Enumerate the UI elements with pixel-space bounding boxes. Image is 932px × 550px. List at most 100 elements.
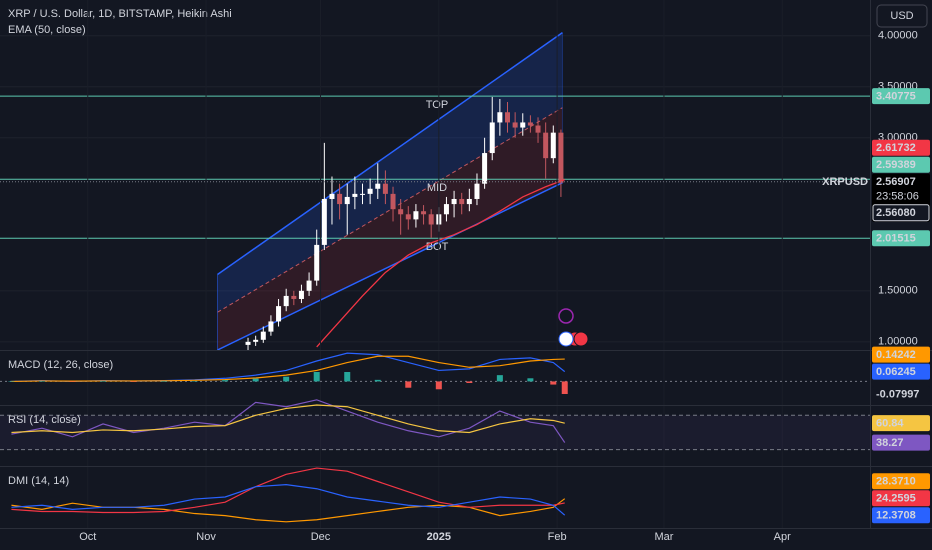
histogram-bar	[191, 380, 198, 382]
channel-lower-fill	[217, 107, 563, 350]
histogram-bar	[100, 381, 107, 382]
indicator-pane	[11, 467, 566, 523]
indicator-line	[11, 404, 565, 434]
candle-body	[558, 132, 564, 183]
candle-body	[421, 211, 427, 215]
level-name: TOP	[426, 99, 448, 111]
histogram-bar	[435, 381, 442, 390]
candle-body	[314, 244, 320, 281]
pane-title: RSI (14, close)	[8, 414, 81, 426]
price-tag-label: 12.3708	[876, 510, 916, 522]
candle-body	[398, 209, 404, 215]
price-tag-label: 24.2595	[876, 493, 916, 505]
event-icons[interactable]	[558, 308, 589, 347]
histogram-bar	[252, 378, 259, 382]
candle-body	[390, 193, 396, 210]
indicator-line	[11, 467, 565, 514]
candle-body	[489, 122, 495, 154]
x-tick-label: 2025	[427, 531, 451, 543]
candle-body	[337, 193, 343, 205]
indicator-line	[11, 355, 565, 383]
currency-button[interactable]	[876, 4, 928, 28]
candle-body	[405, 214, 411, 220]
price-tag-label: 60.84	[876, 418, 904, 430]
candle-body	[306, 280, 312, 291]
extra-price-tag	[872, 204, 930, 222]
candle-body	[352, 193, 358, 197]
main-pane: TOP MID BOT	[0, 32, 870, 350]
histogram-bar	[69, 381, 76, 382]
price-tag-label: 2.61732	[876, 142, 916, 154]
price-tag-label: 3.40775	[876, 91, 916, 103]
price-tag-label: -0.07997	[876, 388, 919, 400]
event-icon[interactable]	[558, 308, 574, 324]
currency-label[interactable]: USD	[890, 10, 913, 22]
chart-subtitle: EMA (50, close)	[8, 24, 86, 36]
channel-upper-fill	[217, 32, 563, 313]
ema-line	[316, 178, 565, 348]
indicator-pane	[0, 399, 870, 451]
candle-body	[413, 211, 419, 220]
candle-body	[482, 153, 488, 184]
event-icon[interactable]	[558, 331, 574, 347]
price-tag	[872, 156, 930, 173]
indicator-pane	[0, 352, 870, 394]
candle-body	[382, 183, 388, 194]
price-tag	[872, 434, 930, 451]
price-tag	[872, 139, 930, 156]
rsi-band-fill	[0, 415, 870, 450]
histogram-bar	[222, 380, 229, 382]
x-tick-label: Apr	[774, 531, 791, 543]
candle-body	[459, 198, 465, 205]
candle-body	[291, 295, 297, 299]
price-tag-label: 0.14242	[876, 349, 916, 361]
histogram-bar	[38, 381, 45, 382]
indicator-line	[11, 399, 566, 443]
y-tick-label: 1.50000	[878, 285, 918, 297]
candle-body	[428, 214, 434, 225]
extra-price: 2.56080	[876, 207, 916, 219]
indicator-line	[11, 483, 566, 516]
price-tag	[872, 385, 930, 402]
candle-body	[375, 183, 381, 189]
symbol-label: XRPUSD	[822, 176, 868, 188]
histogram-bar	[550, 381, 557, 385]
histogram-bar	[161, 381, 168, 382]
histogram-bar	[8, 381, 15, 382]
candle-body	[550, 132, 556, 159]
candle-body	[329, 193, 335, 199]
candle-body	[535, 125, 541, 133]
histogram-bar	[374, 379, 381, 382]
candle-body	[443, 204, 449, 215]
channel-upper	[217, 32, 563, 276]
candle-body	[321, 198, 327, 245]
event-icon[interactable]	[573, 331, 589, 347]
price-tag-label: 2.59389	[876, 159, 916, 171]
histogram-bar	[405, 381, 412, 388]
last-price: 2.56907	[876, 176, 916, 188]
candle-body	[245, 341, 251, 345]
histogram-bar	[561, 381, 568, 394]
candle-body	[360, 193, 365, 195]
price-tag-label: 2.01515	[876, 233, 916, 245]
candle-body	[367, 188, 373, 194]
candle-body	[344, 196, 350, 205]
candle-body	[474, 183, 480, 199]
x-tick-label: Nov	[196, 531, 216, 543]
countdown: 23:58:06	[876, 191, 919, 203]
histogram-bar	[283, 376, 290, 382]
y-tick-label: 4.00000	[878, 30, 918, 42]
histogram-bar	[466, 381, 473, 383]
candle-body	[497, 112, 503, 123]
histogram-bar	[130, 381, 137, 382]
candle-body	[253, 339, 259, 342]
candle-body	[527, 122, 533, 126]
candle-body	[260, 331, 266, 340]
chart-title: XRP / U.S. Dollar, 1D, BITSTAMP, Heikin …	[8, 8, 232, 20]
histogram-bar	[313, 372, 320, 382]
candle-body	[451, 198, 457, 205]
pane-title: DMI (14, 14)	[8, 475, 69, 487]
